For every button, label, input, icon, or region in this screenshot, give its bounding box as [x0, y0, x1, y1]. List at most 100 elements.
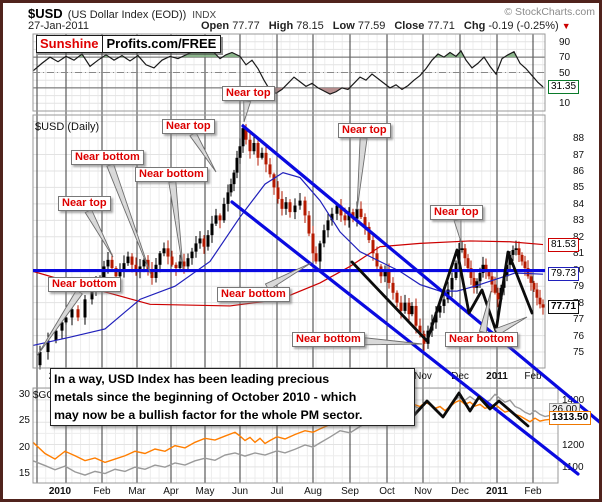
bottom-x-axis-label: Apr — [163, 486, 179, 497]
candle-body — [102, 266, 106, 278]
open-label: Open — [201, 20, 230, 32]
bottom-x-axis-label: 2010 — [48, 486, 72, 497]
candle-body — [484, 264, 488, 272]
candle-body — [229, 184, 233, 193]
main-axis-tick: 79 — [573, 281, 585, 293]
candle-body — [481, 264, 485, 274]
rsi-axis-tick: 90 — [559, 36, 571, 48]
candle-body — [293, 205, 297, 213]
candle-body — [280, 198, 284, 209]
exchange: INDX — [192, 10, 217, 21]
candle-body — [122, 263, 126, 270]
candle-body — [138, 266, 142, 272]
candle-body — [226, 192, 230, 204]
rsi-panel-border — [32, 33, 546, 112]
main-panel-label: $USD (Daily) — [35, 121, 100, 133]
candle-body — [210, 223, 214, 236]
callout-near-bottom: Near bottom — [292, 332, 365, 347]
candle-body — [150, 269, 154, 278]
rsi-line — [32, 44, 544, 95]
low-label: Low — [332, 20, 355, 32]
bottom-x-axis-label: Nov — [414, 486, 432, 497]
candle-body — [284, 202, 288, 209]
callout-tail — [189, 131, 217, 173]
candle-body — [126, 256, 130, 264]
chart-date: 27-Jan-2011 — [28, 20, 89, 32]
symbol-name: (US Dollar Index (EOD)) — [67, 9, 187, 21]
callout-near-top: Near top — [58, 196, 111, 211]
candle-body — [256, 142, 260, 158]
candle-body — [252, 142, 256, 152]
candle-body — [114, 268, 118, 277]
candle-body — [83, 299, 87, 318]
declining-trendline — [230, 200, 580, 476]
candle-body — [38, 352, 42, 366]
bottom-x-axis-label: Oct — [379, 486, 395, 497]
copyright: © StockCharts.com — [504, 6, 595, 18]
candle-body — [298, 200, 302, 206]
callout-near-bottom: Near bottom — [71, 150, 144, 165]
callout-near-top: Near top — [338, 123, 391, 138]
callout-near-top: Near top — [222, 86, 275, 101]
main-axis-tick: 83 — [573, 215, 585, 227]
candle-body — [472, 277, 476, 288]
silver-axis-tick: 25 — [18, 415, 30, 427]
symbol: $USD — [28, 6, 63, 21]
callout-near-top: Near top — [162, 119, 215, 134]
candle-body — [194, 243, 198, 252]
gold-axis-tick: 1100 — [562, 461, 584, 473]
candle-body — [272, 174, 276, 188]
candle-body — [60, 322, 64, 331]
candle-body — [244, 128, 248, 140]
low-value: 77.59 — [357, 20, 386, 32]
candle-body — [487, 271, 491, 277]
note-line-2: metals since the beginning of October 20… — [54, 390, 357, 404]
candle-body — [493, 284, 497, 293]
candle-body — [383, 271, 387, 277]
candle-body — [520, 254, 524, 262]
quote-line: Open 77.77 High 78.15 Low 77.59 Close 77.71… — [201, 20, 571, 32]
chg-value: -0.19 (-0.25%) — [488, 20, 559, 32]
main-x-axis-label: Nov — [414, 371, 432, 382]
candle-body — [343, 215, 347, 221]
candle-body — [190, 251, 194, 259]
candle-body — [330, 213, 334, 221]
rsi-axis-tick: 10 — [559, 98, 571, 110]
close-value-tag: 77.71 — [548, 300, 580, 315]
candle-body — [314, 253, 318, 262]
rsi-axis-tick: 50 — [559, 67, 571, 79]
candle-body — [166, 248, 170, 257]
silver-axis-tick: 30 — [18, 388, 30, 400]
candle-body — [206, 235, 210, 247]
candle-body — [469, 268, 473, 278]
high-label: High — [268, 20, 294, 32]
candle-body — [387, 271, 391, 283]
candle-body — [478, 273, 482, 282]
candle-body — [322, 230, 326, 244]
candle-body — [142, 259, 146, 267]
candle-body — [76, 309, 80, 318]
bottom-x-axis-label: Aug — [304, 486, 322, 497]
main-axis-tick: 76 — [573, 330, 585, 342]
open-value: 77.77 — [232, 20, 260, 32]
close-label: Close — [394, 20, 425, 32]
bottom-x-axis-label: Feb — [93, 486, 111, 497]
callout-near-bottom: Near bottom — [445, 332, 518, 347]
candle-body — [238, 146, 242, 158]
callout-tail — [84, 208, 114, 258]
callout-tail — [243, 99, 252, 123]
bottom-x-axis-label: Mar — [128, 486, 146, 497]
candle-body — [303, 200, 307, 216]
bottom-x-axis-label: Feb — [524, 486, 542, 497]
ma50-value-tag: 79.73 — [548, 267, 580, 282]
candle-body — [70, 309, 74, 318]
main-axis-tick: 84 — [573, 198, 585, 210]
callout-near-bottom: Near bottom — [217, 287, 290, 302]
candle-body — [399, 302, 403, 311]
chart-title: $USD (US Dollar Index (EOD)) INDX — [28, 5, 216, 23]
candle-body — [248, 139, 252, 152]
rsi-axis-tick: 70 — [559, 52, 571, 64]
main-axis-tick: 77 — [573, 314, 585, 326]
